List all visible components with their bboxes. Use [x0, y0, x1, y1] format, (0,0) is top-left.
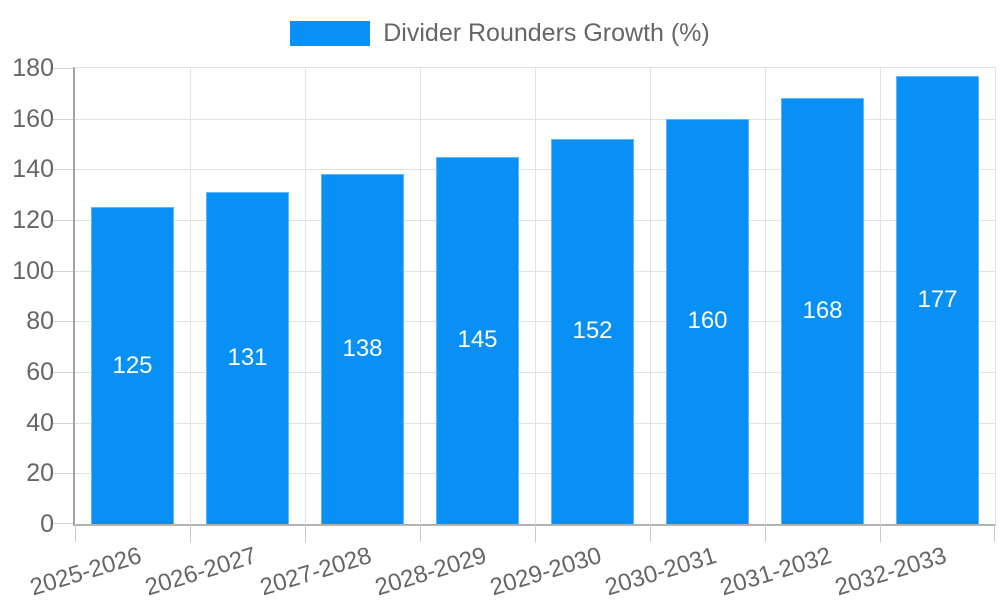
x-tick-label: 2030-2031: [601, 542, 720, 600]
y-axis-tick: [53, 422, 73, 424]
gridline-v: [765, 68, 766, 524]
bar-value-label: 177: [917, 285, 958, 313]
y-tick-label: 60: [26, 358, 54, 386]
y-axis-tick: [53, 270, 73, 272]
y-tick-label: 140: [12, 155, 54, 184]
y-tick-label: 120: [12, 206, 54, 234]
y-axis-tick: [53, 473, 73, 475]
y-axis-tick: [53, 372, 73, 373]
bar: [321, 174, 404, 524]
gridline-v: [420, 68, 421, 524]
x-tick-label: 2028-2029: [371, 542, 490, 600]
y-tick-label: 80: [26, 307, 54, 336]
y-tick-label: 20: [26, 459, 54, 488]
y-axis-tick: [53, 118, 73, 120]
bar: [551, 138, 634, 524]
bar: [781, 98, 864, 524]
gridline-v: [535, 68, 536, 524]
gridline-v: [650, 68, 651, 524]
y-tick-label: 180: [12, 54, 54, 82]
x-axis-tick: [190, 524, 191, 542]
x-tick-label: 2026-2027: [141, 542, 260, 600]
x-tick-label: 2027-2028: [256, 542, 375, 600]
legend-label: Divider Rounders Growth (%): [383, 19, 710, 47]
x-tick-label: 2032-2033: [831, 542, 950, 600]
y-tick-label: 100: [12, 256, 54, 285]
y-axis-tick: [53, 321, 73, 323]
bar: [436, 156, 519, 524]
x-tick-label: 2031-2032: [716, 542, 835, 600]
plot-area: 0 20 40 60 80 100 120 140 160 180 2025-2026 2026-20…: [12, 55, 996, 600]
y-axis-tick: [53, 523, 73, 524]
y-axis-tick: [53, 68, 73, 69]
legend[interactable]: Divider Rounders Growth (%): [0, 19, 1000, 48]
bar-value-label: 131: [227, 344, 268, 372]
y-axis-tick: [53, 220, 73, 221]
x-axis-tick: [765, 524, 766, 542]
x-axis-tick: [650, 524, 651, 542]
x-axis-tick: [420, 524, 421, 542]
bar-value-label: 125: [112, 351, 153, 379]
x-tick-label: 2025-2026: [26, 542, 145, 600]
legend-swatch: [290, 21, 371, 46]
bar-value-label: 138: [342, 335, 383, 363]
bar-value-label: 152: [572, 317, 613, 345]
gridline-v: [190, 68, 191, 524]
x-axis-tick: [994, 524, 995, 542]
x-axis-tick: [305, 524, 306, 542]
x-axis-tick: [535, 524, 536, 542]
x-tick-label: 2029-2030: [486, 542, 605, 600]
bar: [206, 192, 289, 524]
y-tick-label: 40: [26, 408, 54, 437]
bar: [91, 207, 174, 524]
bar-value-label: 160: [687, 307, 728, 335]
bar: [896, 75, 979, 524]
gridline-v: [880, 68, 881, 524]
gridline-v: [305, 68, 306, 524]
bar: [666, 118, 749, 524]
y-axis-tick: [53, 169, 73, 171]
y-tick-label: 160: [12, 104, 54, 133]
bar-value-label: 145: [457, 326, 498, 354]
x-axis-tick: [75, 524, 76, 542]
y-tick-label: 0: [40, 510, 54, 538]
x-axis-tick: [880, 524, 881, 542]
bar-value-label: 168: [802, 297, 843, 325]
